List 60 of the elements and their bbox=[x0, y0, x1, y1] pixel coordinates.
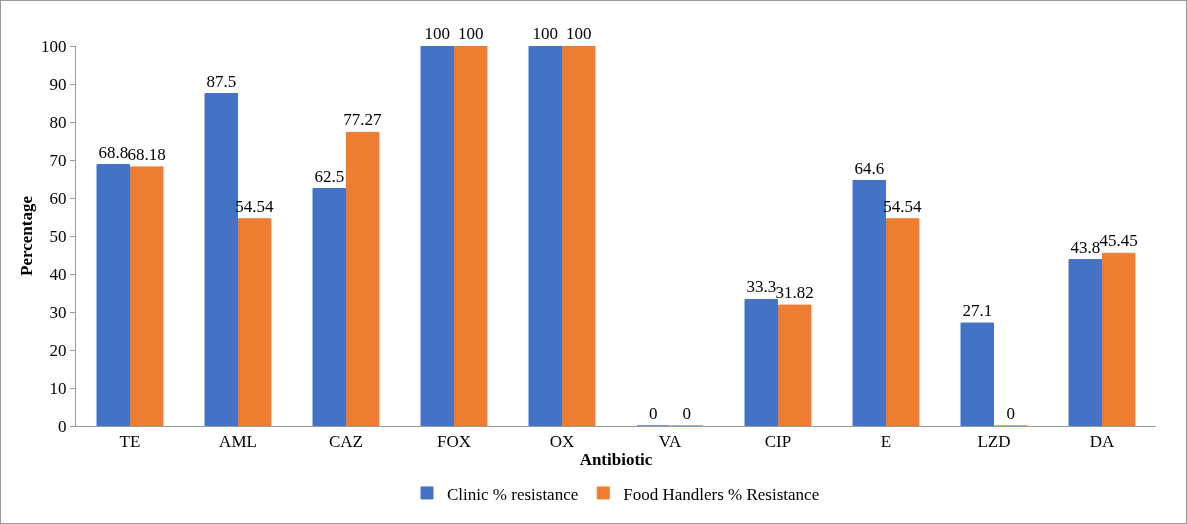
y-tick-label: 80 bbox=[49, 112, 67, 132]
bar bbox=[1102, 252, 1136, 426]
data-label: 0 bbox=[649, 404, 658, 423]
x-tick-label: DA bbox=[1089, 432, 1115, 452]
data-label: 31.82 bbox=[775, 283, 814, 303]
bar bbox=[528, 46, 562, 426]
legend-label: Clinic % resistance bbox=[447, 484, 579, 504]
y-tick-label: 0 bbox=[58, 416, 67, 436]
bar bbox=[238, 218, 272, 426]
x-tick-label: CIP bbox=[764, 432, 792, 452]
y-tick-label: 90 bbox=[49, 74, 67, 94]
data-label: 87.5 bbox=[206, 71, 237, 91]
bar bbox=[204, 93, 238, 426]
bar bbox=[852, 180, 886, 426]
bar bbox=[96, 164, 130, 426]
data-label: 43.8 bbox=[1070, 237, 1101, 257]
bar bbox=[130, 166, 164, 426]
y-tick-label: 40 bbox=[49, 264, 67, 284]
x-tick-label: VA bbox=[658, 432, 682, 452]
y-tick-label: 100 bbox=[41, 36, 67, 56]
x-tick-label: TE bbox=[119, 432, 141, 452]
bar bbox=[312, 188, 346, 426]
y-axis-title: Percentage bbox=[17, 195, 36, 276]
y-tick-label: 50 bbox=[49, 226, 67, 246]
bar bbox=[346, 131, 380, 426]
x-tick-label: OX bbox=[549, 432, 575, 452]
bar bbox=[744, 298, 778, 426]
data-label: 0 bbox=[1006, 404, 1015, 423]
y-tick-label: 60 bbox=[49, 188, 67, 208]
data-label: 33.3 bbox=[746, 277, 777, 297]
bar bbox=[454, 46, 488, 426]
bar bbox=[420, 46, 454, 426]
data-label: 27.1 bbox=[962, 301, 993, 321]
x-tick-label: E bbox=[880, 432, 892, 452]
data-label: 64.6 bbox=[854, 158, 885, 178]
data-label: 68.18 bbox=[127, 144, 166, 164]
bar bbox=[562, 46, 596, 426]
y-tick-label: 70 bbox=[49, 150, 67, 170]
x-axis-title: Antibiotic bbox=[579, 449, 653, 469]
data-label: 100 bbox=[457, 24, 484, 43]
bar bbox=[1068, 259, 1102, 426]
data-label: 62.5 bbox=[314, 166, 345, 186]
bar bbox=[960, 322, 994, 426]
data-label: 68.8 bbox=[98, 142, 129, 162]
y-tick-label: 30 bbox=[49, 302, 67, 322]
data-label: 100 bbox=[565, 24, 592, 43]
y-tick-label: 10 bbox=[49, 378, 67, 398]
x-tick-label: AML bbox=[219, 432, 257, 452]
data-label: 100 bbox=[424, 24, 451, 43]
bar bbox=[778, 304, 812, 426]
x-tick-label: FOX bbox=[436, 432, 472, 452]
x-tick-label: CAZ bbox=[329, 432, 363, 452]
y-tick-label: 20 bbox=[49, 340, 67, 360]
x-tick-label: LZD bbox=[977, 432, 1011, 452]
data-label: 100 bbox=[532, 24, 559, 43]
legend-label: Food Handlers % Resistance bbox=[623, 484, 820, 504]
data-label: 0 bbox=[682, 404, 691, 423]
bar bbox=[886, 218, 920, 426]
data-label: 77.27 bbox=[343, 110, 383, 130]
data-label: 45.45 bbox=[1099, 231, 1138, 251]
